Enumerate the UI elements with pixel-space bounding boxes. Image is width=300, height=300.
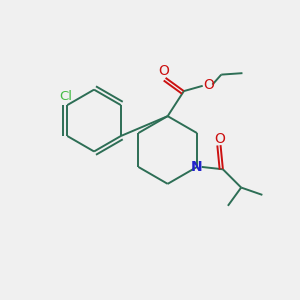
Text: N: N bbox=[191, 160, 203, 174]
Text: Cl: Cl bbox=[59, 90, 72, 104]
Text: O: O bbox=[159, 64, 170, 78]
Text: O: O bbox=[203, 78, 214, 92]
Text: O: O bbox=[214, 132, 225, 146]
